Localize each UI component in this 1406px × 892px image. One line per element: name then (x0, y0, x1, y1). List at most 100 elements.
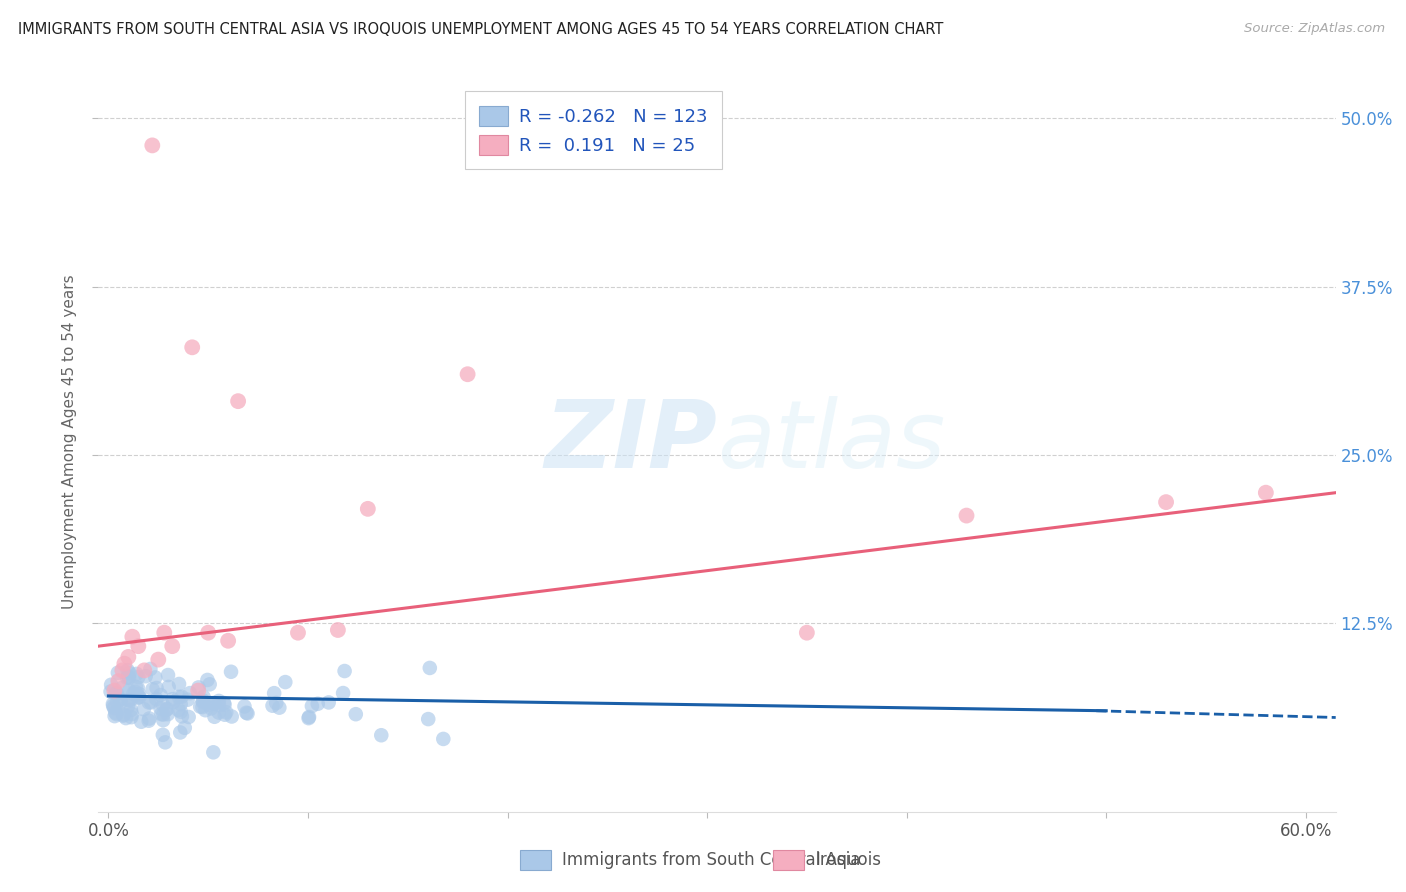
Point (138, 695, 160, 709)
Text: atlas: atlas (717, 396, 945, 487)
Point (152, 698, 174, 712)
Point (167, 703, 190, 717)
Point (796, 625, 818, 640)
Point (177, 710, 200, 724)
Point (262, 698, 284, 713)
Point (104, 687, 127, 701)
Point (127, 670, 149, 684)
Point (111, 664, 134, 678)
Point (170, 709, 193, 723)
Point (202, 745, 225, 759)
Point (170, 705, 193, 719)
Point (418, 712, 440, 726)
Point (139, 662, 162, 676)
Point (115, 711, 138, 725)
Point (127, 639, 149, 653)
Point (110, 695, 132, 709)
Text: Source: ZipAtlas.com: Source: ZipAtlas.com (1244, 22, 1385, 36)
Point (197, 698, 219, 712)
Point (167, 677, 190, 691)
Text: IMMIGRANTS FROM SOUTH CENTRAL ASIA VS IROQUOIS UNEMPLOYMENT AMONG AGES 45 TO 54 : IMMIGRANTS FROM SOUTH CENTRAL ASIA VS IR… (18, 22, 943, 37)
Legend: R = -0.262   N = 123, R =  0.191   N = 25: R = -0.262 N = 123, R = 0.191 N = 25 (465, 92, 721, 169)
Point (101, 697, 124, 711)
Point (287, 625, 309, 640)
Point (105, 686, 128, 700)
Point (141, 682, 163, 697)
Point (162, 695, 184, 709)
Point (191, 695, 214, 709)
Point (138, 712, 160, 726)
Point (104, 706, 127, 720)
Point (121, 707, 143, 722)
Point (129, 714, 152, 729)
Point (117, 663, 139, 677)
Point (235, 706, 257, 720)
Point (117, 649, 139, 664)
Point (197, 625, 219, 640)
Point (176, 692, 198, 706)
Point (112, 707, 135, 722)
Point (173, 721, 195, 735)
Point (145, 692, 167, 706)
Point (214, 707, 236, 722)
Point (103, 683, 125, 698)
Point (152, 713, 174, 727)
Point (117, 693, 139, 707)
Point (170, 690, 193, 704)
Point (188, 699, 211, 714)
Point (208, 694, 231, 708)
Point (344, 707, 367, 722)
Point (122, 687, 145, 701)
Point (318, 695, 340, 709)
Point (274, 675, 297, 690)
Point (120, 710, 142, 724)
Point (326, 623, 349, 637)
Point (457, 368, 479, 382)
Point (297, 711, 319, 725)
Point (100, 684, 122, 698)
Point (1154, 495, 1177, 509)
Point (187, 681, 209, 695)
Point (117, 699, 139, 714)
Point (121, 630, 143, 644)
Point (125, 680, 148, 694)
Point (103, 701, 125, 715)
Point (139, 695, 162, 709)
Point (955, 508, 977, 523)
Point (111, 681, 134, 695)
Point (152, 728, 174, 742)
Text: Iroquois: Iroquois (815, 851, 882, 869)
Point (107, 665, 129, 680)
Point (419, 661, 441, 675)
Point (191, 700, 214, 714)
Point (200, 701, 222, 715)
Point (226, 394, 249, 409)
Point (118, 666, 141, 681)
Point (143, 670, 166, 684)
Point (193, 690, 215, 704)
Y-axis label: Unemployment Among Ages 45 to 54 years: Unemployment Among Ages 45 to 54 years (62, 274, 77, 609)
Point (432, 731, 454, 746)
Text: Immigrants from South Central Asia: Immigrants from South Central Asia (562, 851, 860, 869)
Point (134, 664, 156, 678)
Point (105, 695, 128, 709)
Point (135, 669, 157, 683)
Point (115, 671, 138, 685)
Point (155, 735, 177, 749)
Point (202, 696, 225, 710)
Point (219, 665, 242, 679)
Point (162, 692, 184, 706)
Point (148, 652, 170, 666)
Point (105, 707, 128, 722)
Point (156, 702, 179, 716)
Point (100, 678, 122, 692)
Text: ZIP: ZIP (544, 395, 717, 488)
Point (264, 696, 287, 710)
Point (198, 677, 221, 691)
Point (149, 688, 172, 702)
Point (152, 707, 174, 722)
Point (127, 690, 149, 704)
Point (118, 683, 141, 698)
Point (156, 668, 179, 682)
Point (157, 680, 180, 694)
